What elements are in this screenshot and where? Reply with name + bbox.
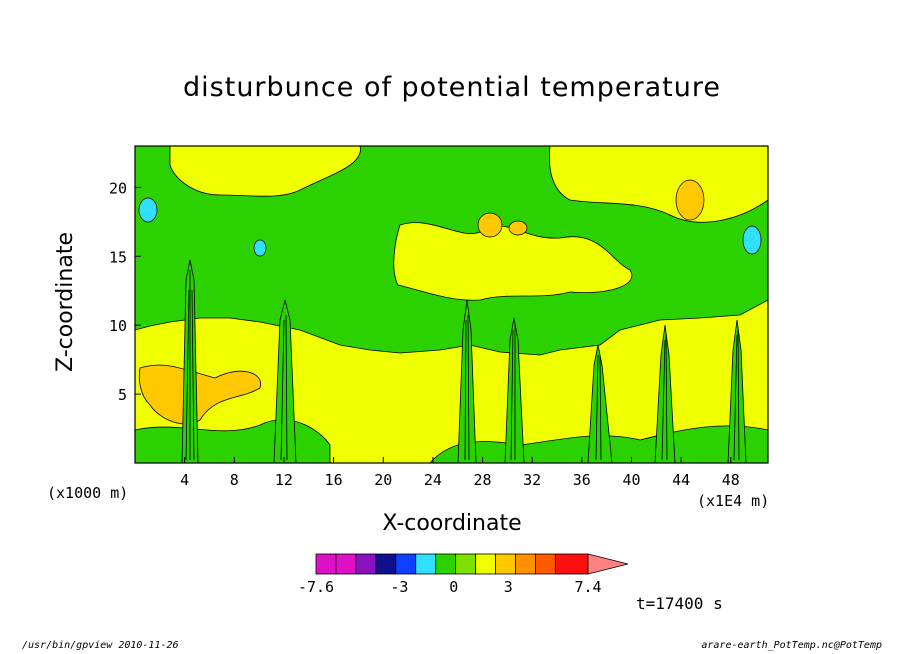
colorbar-segment	[375, 553, 397, 575]
x-tick-label: 24	[424, 471, 442, 489]
colorbar-segment	[315, 553, 337, 575]
cyan-blob	[742, 225, 762, 255]
colorbar-tick-label: -7.6	[298, 578, 334, 596]
x-tick-label: 20	[374, 471, 392, 489]
x-axis-label: X-coordinate	[382, 511, 522, 536]
colorbar-tick-label: 7.4	[574, 578, 601, 596]
plot-frame	[134, 145, 769, 464]
x-tick-label: 8	[230, 471, 239, 489]
colorbar-segment	[455, 553, 476, 575]
x-tick-label: 12	[275, 471, 293, 489]
colorbar-segment	[554, 553, 589, 575]
colorbar-segment	[395, 553, 417, 575]
x-tick-label: 16	[325, 471, 343, 489]
plume-x43	[654, 324, 676, 463]
x-unit-left: (x1000 m)	[47, 484, 129, 502]
x-unit-right: (x1E4 m)	[697, 492, 770, 510]
positive-region-top-far-right	[549, 146, 768, 223]
colorbar-segment	[435, 553, 457, 575]
colorbar-tick-label: 0	[449, 578, 458, 596]
x-tick-label: 32	[523, 471, 541, 489]
orange-blob	[508, 220, 528, 236]
orange-blob	[477, 212, 503, 238]
colorbar-tick-label: 3	[504, 578, 513, 596]
x-tick-label: 44	[672, 471, 690, 489]
y-axis-ticks: 5 10 15 20	[109, 179, 141, 404]
colorbar-segment	[335, 553, 357, 575]
colorbar-segment	[475, 553, 496, 575]
x-tick-label: 40	[622, 471, 640, 489]
x-tick-label: 36	[573, 471, 591, 489]
y-tick-label: 20	[109, 179, 127, 197]
colorbar-segment	[535, 553, 556, 575]
cyan-blob	[138, 197, 158, 223]
footer-right: arare-earth_PotTemp.nc@PotTemp	[701, 640, 882, 651]
colorbar-segment	[415, 553, 437, 575]
x-tick-label: 28	[473, 471, 491, 489]
y-tick-label: 10	[109, 317, 127, 335]
positive-region-lower-left	[138, 364, 261, 425]
time-label: t=17400 s	[636, 594, 723, 613]
colorbar-segment	[515, 553, 536, 575]
positive-region-top-left	[169, 146, 361, 197]
cyan-blob	[253, 239, 267, 257]
plume-x12	[273, 299, 297, 463]
footer-left: /usr/bin/gpview 2010-11-26	[22, 640, 179, 651]
contour-field	[135, 146, 768, 463]
y-axis-label: Z-coordinate	[53, 232, 78, 372]
plume-x27	[457, 299, 477, 463]
x-tick-label: 48	[722, 471, 740, 489]
x-axis-ticks: 4 8 12 16 20 24 28 32 36 40 44 48	[180, 457, 740, 489]
colorbar-segment	[495, 553, 516, 575]
orange-blob	[675, 179, 705, 221]
y-tick-label: 5	[118, 386, 127, 404]
colorbar-segment	[355, 553, 377, 575]
plume-x49	[727, 319, 747, 463]
plume-contours	[185, 270, 740, 461]
y-tick-label: 15	[109, 248, 127, 266]
plume-x31	[504, 317, 525, 463]
colorbar-tick-label: -3	[390, 578, 408, 596]
chart-title: disturbunce of potential temperature	[183, 72, 721, 103]
x-tick-label: 4	[180, 471, 189, 489]
colorbar: -7.6 -3 0 3 7.4	[298, 553, 629, 596]
colorbar-extension	[587, 553, 629, 575]
